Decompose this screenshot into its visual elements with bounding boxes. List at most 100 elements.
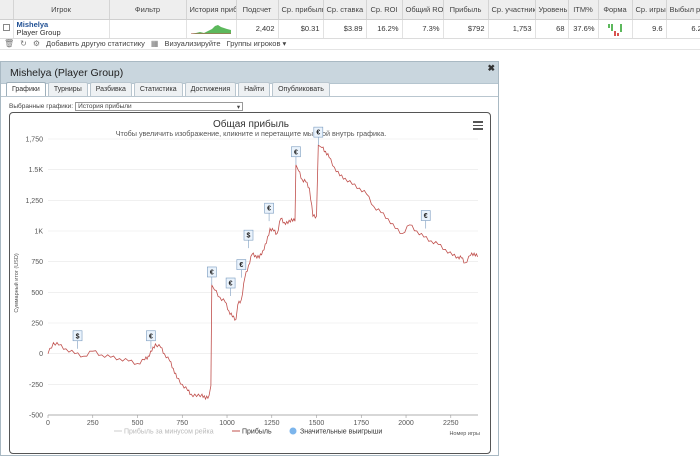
tab-find[interactable]: Найти — [238, 82, 271, 96]
y-tick-label: 750 — [31, 259, 43, 266]
legend-big-wins: Значительные выигрыши — [300, 429, 382, 436]
x-tick-label: 0 — [46, 420, 50, 427]
y-tick-label: 1,250 — [25, 198, 43, 205]
col-filter[interactable]: Фильтр — [109, 0, 187, 20]
avg-games-value: 9.6 — [632, 19, 667, 39]
svg-text:€: € — [149, 333, 153, 340]
big-win-marker[interactable]: € — [225, 277, 236, 297]
player-group-label: Player Group — [16, 27, 61, 37]
itm-value: 37.6% — [568, 19, 599, 39]
col-avg-stake[interactable]: Ср. ставка — [323, 0, 367, 20]
big-win-marker[interactable]: € — [207, 266, 217, 285]
legend-net-profit: Прибыль за минусом рейка — [124, 428, 214, 436]
big-win-marker[interactable]: € — [236, 259, 247, 278]
chart-select-value: История прибыли — [78, 103, 132, 110]
svg-text:€: € — [210, 269, 214, 276]
table-row[interactable]: Mishelya Player Group 2,402 $0.31 $3.89 … — [0, 19, 700, 39]
big-win-marker[interactable]: $ — [243, 229, 254, 249]
col-total-roi[interactable]: Общий ROI — [402, 0, 444, 20]
tab-bar: Графики Турниры Разбивка Статистика Дост… — [6, 82, 330, 96]
chart-select-row: Выбранные графики: История прибыли ▾ — [9, 102, 244, 111]
count-value: 2,402 — [236, 19, 279, 39]
tab-breakdown[interactable]: Разбивка — [89, 82, 132, 96]
big-win-marker[interactable]: € — [291, 146, 301, 165]
svg-text:€: € — [239, 262, 243, 269]
col-avg-roi[interactable]: Ср. ROI — [366, 0, 403, 20]
y-axis-label: Суммарный итог (USD) — [13, 253, 20, 312]
player-name-link[interactable]: Mishelya — [16, 19, 49, 29]
level-value: 68 — [535, 19, 569, 39]
tab-achievements[interactable]: Достижения — [184, 82, 237, 96]
visualize-button[interactable]: Визуализируйте — [164, 39, 221, 48]
popup-title: Mishelya (Player Group) — [10, 67, 124, 79]
avg-entrants-value: 1,753 — [488, 19, 536, 39]
col-count[interactable]: Подсчет — [236, 0, 279, 20]
tab-publish[interactable]: Опубликовать — [272, 82, 330, 96]
player-groups-dropdown[interactable]: Группы игроков ▾ — [226, 39, 287, 48]
x-tick-label: 1000 — [219, 420, 235, 427]
col-form[interactable]: Форма — [598, 0, 633, 20]
x-tick-label: 1750 — [353, 420, 369, 427]
chart-select-label: Выбранные графики: — [9, 103, 74, 110]
chart-legend: Прибыль за минусом рейка Прибыль Значите… — [114, 427, 382, 436]
filter-cell — [109, 19, 187, 39]
svg-text:$: $ — [247, 233, 251, 240]
chart-container[interactable]: -500 -250 0 250 500 750 1K 1,250 1.5K 1,750 0 250 50… — [9, 112, 491, 454]
x-tick-label: 500 — [132, 420, 144, 427]
col-profit-history[interactable]: История приб — [186, 0, 237, 20]
big-win-marker[interactable]: € — [313, 126, 324, 146]
col-avg-entrants[interactable]: Ср. участник — [488, 0, 536, 20]
y-tick-label: 1,750 — [25, 137, 43, 144]
refresh-icon[interactable]: ↻ — [20, 39, 27, 48]
avg-roi-value: 16.2% — [366, 19, 403, 39]
early-out-value: 6.2% — [666, 19, 700, 39]
chart-select[interactable]: История прибыли ▾ — [75, 102, 244, 111]
big-win-marker[interactable]: $ — [72, 330, 83, 349]
row-checkbox[interactable] — [3, 24, 10, 31]
close-icon[interactable]: ✖ — [487, 63, 495, 73]
col-avg-profit[interactable]: Ср. прибыль — [278, 0, 324, 20]
form-indicator — [608, 24, 622, 36]
col-early-out[interactable]: Выбыл рано — [666, 0, 700, 20]
avg-profit-value: $0.31 — [278, 19, 324, 39]
add-stat-button[interactable]: Добавить другую статистику — [46, 39, 145, 48]
x-axis-label: Номер игры — [449, 431, 480, 437]
profit-sparkline — [190, 24, 231, 34]
chart-subtitle: Чтобы увеличить изображение, кликните и … — [116, 129, 387, 138]
x-tick-label: 1500 — [309, 420, 325, 427]
x-tick-label: 1250 — [264, 420, 280, 427]
legend-profit: Прибыль — [242, 428, 272, 436]
svg-text:€: € — [229, 281, 233, 288]
big-win-marker[interactable]: € — [420, 210, 431, 229]
player-popup: Mishelya (Player Group) ✖ Графики Турнир… — [0, 61, 499, 456]
svg-text:€: € — [316, 130, 320, 137]
col-itm[interactable]: ITM% — [568, 0, 599, 20]
chart-title: Общая прибыль — [213, 118, 289, 130]
tab-statistics[interactable]: Статистика — [133, 82, 183, 96]
chart-menu-icon[interactable] — [473, 121, 483, 132]
stats-table: Игрок Фильтр История приб Подсчет Ср. пр… — [0, 0, 700, 39]
y-tick-label: 1K — [34, 229, 43, 236]
y-tick-label: 0 — [39, 351, 43, 358]
x-tick-label: 750 — [176, 420, 188, 427]
gear-icon[interactable]: ⚙ — [32, 39, 41, 48]
profit-value: $792 — [443, 19, 489, 39]
svg-text:€: € — [267, 206, 271, 213]
select-all-header — [0, 0, 14, 20]
big-win-marker[interactable]: € — [264, 202, 274, 222]
col-player[interactable]: Игрок — [13, 0, 110, 20]
svg-text:$: $ — [76, 333, 80, 340]
col-profit[interactable]: Прибыль — [443, 0, 489, 20]
big-win-marker[interactable]: € — [146, 330, 156, 349]
svg-text:€: € — [424, 213, 428, 220]
col-avg-games[interactable]: Ср. игры / — [632, 0, 667, 20]
x-tick-label: 250 — [87, 420, 99, 427]
series-line-profit — [47, 144, 478, 401]
tab-charts[interactable]: Графики — [6, 82, 46, 96]
tab-tournaments[interactable]: Турниры — [47, 82, 88, 96]
trash-icon[interactable]: 🗑 — [4, 39, 15, 48]
col-level[interactable]: Уровень — [535, 0, 569, 20]
x-tick-label: 2250 — [443, 420, 459, 427]
profit-chart[interactable]: -500 -250 0 250 500 750 1K 1,250 1.5K 1,750 0 250 50… — [10, 113, 492, 455]
toolbar: 🗑 ↻ ⚙ Добавить другую статистику ▦ Визуа… — [0, 38, 700, 50]
